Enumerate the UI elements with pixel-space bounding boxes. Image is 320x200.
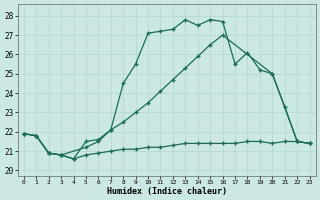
X-axis label: Humidex (Indice chaleur): Humidex (Indice chaleur) — [107, 187, 227, 196]
